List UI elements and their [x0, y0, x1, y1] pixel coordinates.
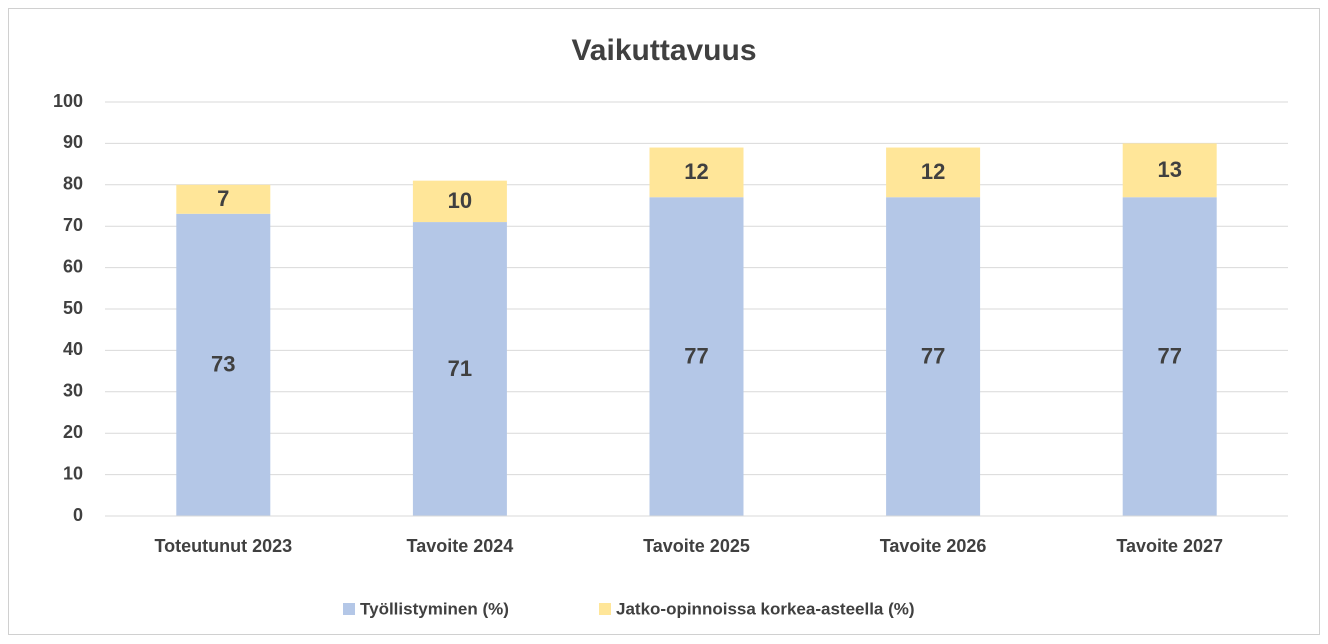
- data-label: 77: [1157, 343, 1181, 368]
- y-tick-label: 100: [53, 91, 83, 111]
- data-label: 12: [684, 159, 708, 184]
- x-tick-label: Tavoite 2026: [880, 536, 987, 556]
- y-tick-label: 20: [63, 422, 83, 442]
- legend-swatch: [599, 603, 611, 615]
- bar-segment: [1122, 197, 1217, 516]
- x-tick-label: Tavoite 2024: [407, 536, 514, 556]
- x-tick-label: Toteutunut 2023: [154, 536, 292, 556]
- data-label: 13: [1157, 157, 1181, 182]
- bar-segment: [649, 147, 744, 198]
- y-tick-label: 60: [63, 256, 83, 276]
- data-label: 73: [211, 352, 235, 377]
- x-tick-label: Tavoite 2025: [643, 536, 750, 556]
- y-tick-label: 90: [63, 132, 83, 152]
- chart-title: Vaikuttavuus: [571, 34, 756, 67]
- y-tick-label: 70: [63, 215, 83, 235]
- x-tick-label: Tavoite 2027: [1116, 536, 1223, 556]
- legend-label: Jatko-opinnoissa korkea-asteella (%): [616, 599, 915, 618]
- y-tick-label: 10: [63, 463, 83, 483]
- legend-label: Työllistyminen (%): [360, 599, 509, 618]
- data-label: 77: [921, 343, 945, 368]
- bar-segment: [886, 197, 981, 516]
- y-tick-label: 80: [63, 174, 83, 194]
- data-label: 77: [684, 343, 708, 368]
- data-label: 10: [448, 188, 472, 213]
- y-tick-label: 30: [63, 381, 83, 401]
- bar-segment: [412, 222, 507, 516]
- bar-segment: [1122, 143, 1217, 198]
- y-tick-label: 0: [73, 505, 83, 525]
- legend-swatch: [343, 603, 355, 615]
- data-label: 7: [217, 186, 229, 211]
- bar-segment: [886, 147, 981, 198]
- y-tick-label: 50: [63, 298, 83, 318]
- bar-segment: [176, 184, 271, 214]
- y-tick-label: 40: [63, 339, 83, 359]
- data-label: 71: [448, 356, 472, 381]
- bar-segment: [176, 213, 271, 516]
- bar-segment: [412, 180, 507, 223]
- data-label: 12: [921, 159, 945, 184]
- bar-segment: [649, 197, 744, 516]
